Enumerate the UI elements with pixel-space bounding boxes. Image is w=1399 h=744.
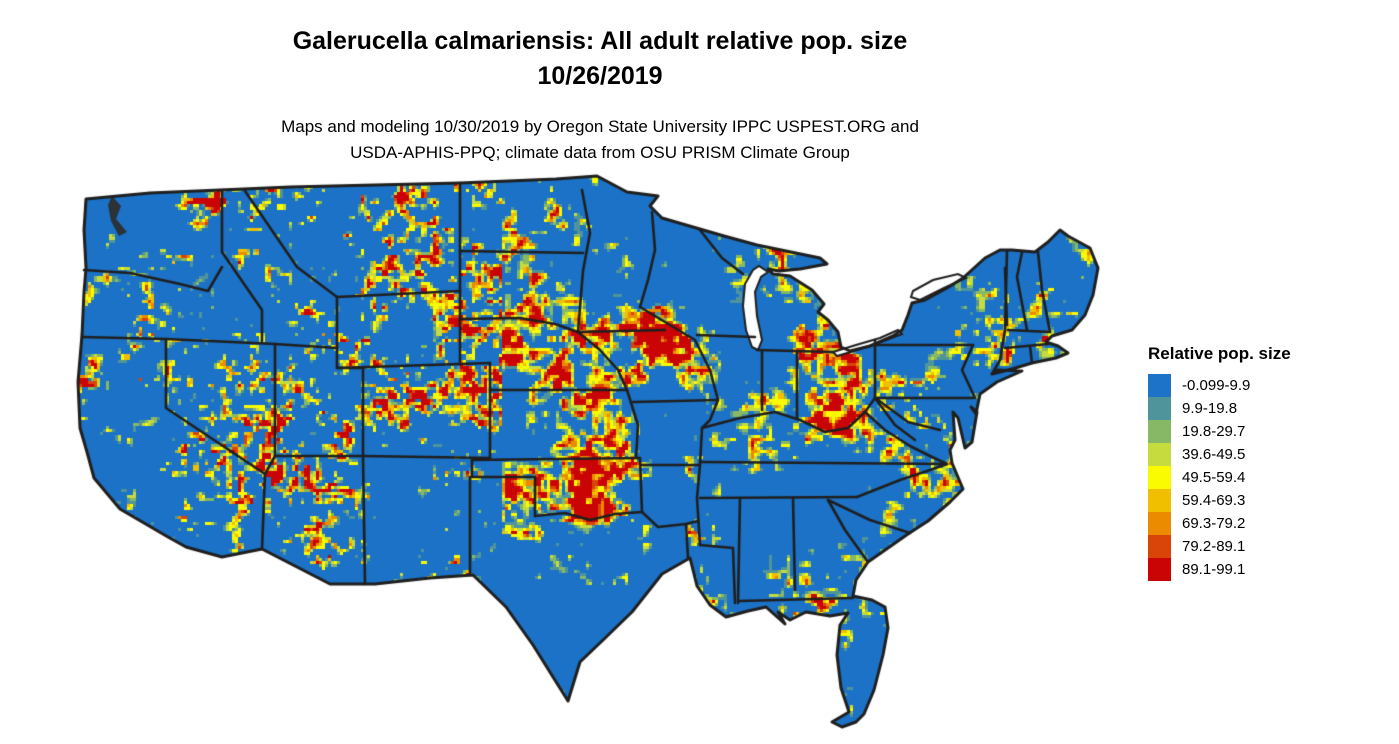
title-line-2: 10/26/2019 [537,62,663,90]
credits: Maps and modeling 10/30/2019 by Oregon S… [0,114,1200,166]
legend-row: 59.4-69.3 [1148,489,1388,512]
legend-row: 89.1-99.1 [1148,558,1388,581]
legend-label: 59.4-69.3 [1182,492,1246,509]
legend-title: Relative pop. size [1148,344,1291,363]
credits-line-1: Maps and modeling 10/30/2019 by Oregon S… [281,117,919,136]
title-line-1: Galerucella calmariensis: All adult rela… [292,27,908,55]
page-title: Galerucella calmariensis: All adult rela… [0,24,1200,94]
legend-swatch-3 [1148,443,1171,466]
legend-label: 9.9-19.8 [1182,400,1238,417]
legend-label: 49.5-59.4 [1182,469,1246,486]
legend-row: 39.6-49.5 [1148,443,1388,466]
legend-swatch-4 [1148,466,1171,489]
legend-label: 39.6-49.5 [1182,446,1246,463]
legend-row: 49.5-59.4 [1148,466,1388,489]
legend-swatch-5 [1148,489,1171,512]
credits-line-2: USDA-APHIS-PPQ; climate data from OSU PR… [350,143,850,162]
legend-label: 79.2-89.1 [1182,538,1246,555]
legend-row: 19.8-29.7 [1148,420,1388,443]
legend-swatch-0 [1148,374,1171,397]
legend-swatch-8 [1148,558,1171,581]
legend-row: 9.9-19.8 [1148,397,1388,420]
legend-rows: -0.099-9.9 9.9-19.8 19.8-29.7 39.6-49.5 49.5… [1148,374,1388,581]
legend-label: -0.099-9.9 [1182,377,1251,394]
legend: Relative pop. size -0.099-9.9 9.9-19.8 19.… [1148,344,1388,581]
legend-label: 89.1-99.1 [1182,561,1246,578]
legend-row: -0.099-9.9 [1148,374,1388,397]
legend-swatch-6 [1148,512,1171,535]
legend-swatch-7 [1148,535,1171,558]
legend-row: 69.3-79.2 [1148,512,1388,535]
legend-swatch-2 [1148,420,1171,443]
legend-row: 79.2-89.1 [1148,535,1388,558]
legend-label: 19.8-29.7 [1182,423,1246,440]
legend-swatch-1 [1148,397,1171,420]
legend-label: 69.3-79.2 [1182,515,1246,532]
